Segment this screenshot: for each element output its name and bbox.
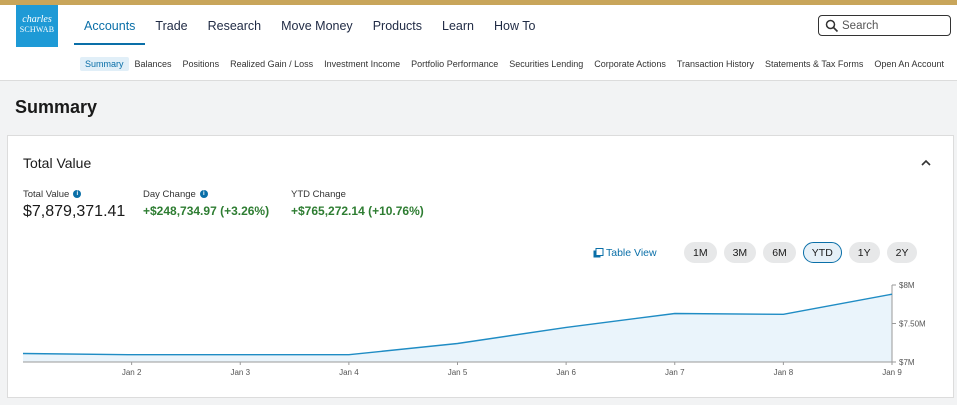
total-value-label: Total Value — [23, 188, 70, 200]
ytd-change-value: +$765,272.14 (+10.76%) — [291, 204, 424, 218]
nav-item-accounts[interactable]: Accounts — [74, 5, 146, 45]
table-view-label: Table View — [606, 247, 657, 259]
chart-x-tick-label: Jan 5 — [448, 368, 468, 377]
total-value-metric: Total Value i $7,879,371.41 — [23, 188, 125, 221]
logo-line-1: charles — [22, 14, 52, 25]
subnav-item-statements-tax-forms[interactable]: Statements & Tax Forms — [765, 59, 864, 69]
table-view-icon — [593, 247, 604, 257]
chart-x-tick-label: Jan 3 — [230, 368, 250, 377]
chevron-up-icon[interactable] — [919, 156, 933, 170]
ytd-change-label: YTD Change — [291, 188, 346, 200]
subnav-item-balances[interactable]: Balances — [134, 59, 172, 69]
logo-line-2: SCHWAB — [19, 25, 55, 34]
sub-nav: Summary Balances Positions Realized Gain… — [80, 57, 950, 71]
day-change-value: +$248,734.97 (+3.26%) — [143, 204, 270, 218]
chart-y-tick-label: $8M — [899, 281, 915, 290]
range-3m-button[interactable]: 3M — [723, 242, 757, 263]
info-icon[interactable]: i — [199, 190, 208, 198]
range-1y-button[interactable]: 1Y — [848, 242, 880, 263]
card-title: Total Value — [23, 155, 92, 171]
top-accent-bar — [0, 0, 957, 5]
chart-y-tick-label: $7.50M — [899, 320, 926, 329]
subnav-item-transaction-history[interactable]: Transaction History — [676, 59, 755, 69]
nav-item-trade[interactable]: Trade — [155, 19, 188, 33]
header: charles SCHWAB Accounts Trade Research M… — [0, 5, 957, 81]
chart-area-fill — [23, 294, 892, 362]
total-value-chart: $8M $7.50M $7M Jan 2 Jan 3 Jan 4 Jan 5 Jan 6 Jan… — [22, 281, 926, 377]
nav-item-research[interactable]: Research — [207, 19, 262, 33]
day-change-label: Day Change — [143, 188, 196, 200]
range-1m-button[interactable]: 1M — [684, 242, 717, 263]
search-box[interactable] — [818, 15, 951, 36]
chart-y-tick-label: $7M — [899, 358, 915, 367]
main-nav: Accounts Trade Research Move Money Produ… — [74, 5, 545, 45]
search-input[interactable] — [842, 18, 947, 33]
total-value-card: Total Value Total Value i $7,879,371.41 … — [7, 135, 954, 398]
ytd-change-metric: YTD Change +$765,272.14 (+10.76%) — [291, 188, 424, 219]
subnav-item-open-an-account[interactable]: Open An Account — [874, 59, 944, 69]
info-icon[interactable]: i — [73, 190, 82, 198]
total-value-amount: $7,879,371.41 — [23, 203, 126, 220]
subnav-item-summary[interactable]: Summary — [80, 57, 129, 71]
search-icon — [825, 19, 839, 33]
nav-item-products[interactable]: Products — [372, 19, 423, 33]
nav-item-learn[interactable]: Learn — [442, 19, 475, 33]
subnav-item-portfolio-performance[interactable]: Portfolio Performance — [411, 59, 499, 69]
schwab-logo[interactable]: charles SCHWAB — [16, 5, 58, 47]
table-view-link[interactable]: Table View — [593, 247, 657, 259]
chart-x-tick-label: Jan 8 — [774, 368, 794, 377]
chart-x-tick-label: Jan 4 — [339, 368, 359, 377]
range-ytd-button[interactable]: YTD — [802, 242, 842, 263]
range-6m-button[interactable]: 6M — [763, 242, 796, 263]
day-change-metric: Day Change i +$248,734.97 (+3.26%) — [143, 188, 270, 219]
subnav-item-positions[interactable]: Positions — [182, 59, 220, 69]
nav-item-move-money[interactable]: Move Money — [281, 19, 353, 33]
subnav-item-investment-income[interactable]: Investment Income — [324, 59, 401, 69]
range-2y-button[interactable]: 2Y — [886, 242, 918, 263]
subnav-item-securities-lending[interactable]: Securities Lending — [509, 59, 584, 69]
range-selector: 1M 3M 6M YTD 1Y 2Y — [684, 242, 924, 263]
subnav-item-corporate-actions[interactable]: Corporate Actions — [594, 59, 666, 69]
chart-x-tick-label: Jan 7 — [665, 368, 685, 377]
chart-x-tick-label: Jan 6 — [556, 368, 576, 377]
nav-item-how-to[interactable]: How To — [494, 19, 536, 33]
subnav-item-realized-gain-loss[interactable]: Realized Gain / Loss — [230, 59, 314, 69]
chart-x-tick-label: Jan 9 — [882, 368, 902, 377]
chart-x-tick-label: Jan 2 — [122, 368, 142, 377]
page-title: Summary — [15, 97, 98, 117]
